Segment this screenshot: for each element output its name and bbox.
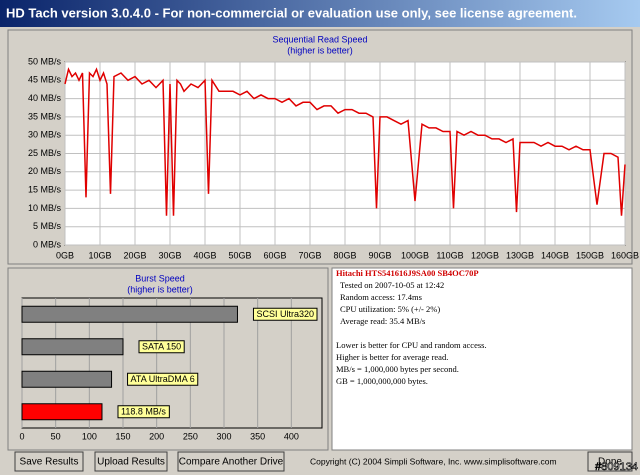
info-line: Tested on 2007-10-05 at 12:42: [340, 280, 444, 290]
x-tick-label: 30GB: [158, 250, 181, 260]
info-note: Higher is better for average read.: [336, 352, 448, 362]
bar-label-box: [117, 405, 170, 419]
y-tick-label: 25 MB/s: [28, 148, 62, 158]
button-frame[interactable]: [177, 451, 285, 472]
x-tick-label: 90GB: [368, 250, 391, 260]
x-tick-label: 120GB: [471, 250, 499, 260]
y-tick-label: 20 MB/s: [28, 166, 62, 176]
title-bar: [0, 0, 640, 27]
x-tick-label: 40GB: [193, 250, 216, 260]
bar-label-box: [127, 372, 199, 386]
x-tick-label: 150: [115, 431, 130, 441]
read-title: Sequential Read Speed: [272, 34, 367, 44]
bar-category-label: ATA UltraDMA 6: [131, 374, 195, 384]
info-line: Average read: 35.4 MB/s: [340, 316, 425, 326]
x-tick-label: 110GB: [436, 250, 463, 260]
info-line: Random access: 17.4ms: [340, 292, 422, 302]
x-tick-label: 0GB: [56, 250, 74, 260]
save-button[interactable]: Save Results: [14, 451, 84, 472]
info-note: MB/s = 1,000,000 bytes per second.: [336, 364, 459, 374]
y-tick-label: 10 MB/s: [28, 203, 62, 213]
x-tick-label: 250: [183, 431, 198, 441]
x-tick-label: 130GB: [506, 250, 534, 260]
x-tick-label: 20GB: [123, 250, 146, 260]
bar-label-box: [252, 307, 318, 321]
x-tick-label: 50GB: [228, 250, 251, 260]
x-tick-label: 100: [82, 431, 97, 441]
y-tick-label: 0 MB/s: [33, 239, 62, 249]
x-tick-label: 140GB: [541, 250, 569, 260]
info-panel: [331, 267, 633, 451]
x-tick-label: 80GB: [333, 250, 356, 260]
button-frame[interactable]: [94, 451, 168, 472]
button-frame[interactable]: [587, 451, 633, 472]
x-tick-label: 100GB: [401, 250, 429, 260]
compare-button[interactable]: Compare Another Drive: [177, 451, 285, 472]
info-line: CPU utilization: 5% (+/- 2%): [340, 304, 440, 314]
bar: [21, 305, 238, 323]
y-tick-label: 50 MB/s: [28, 56, 62, 66]
x-tick-label: 300: [216, 431, 231, 441]
button-label[interactable]: Save Results: [20, 457, 79, 468]
window-title: HD Tach version 3.0.4.0 - For non-commer…: [6, 5, 577, 20]
read-subtitle: (higher is better): [287, 45, 353, 55]
x-tick-label: 70GB: [298, 250, 321, 260]
x-tick-label: 350: [250, 431, 265, 441]
x-tick-label: 60GB: [263, 250, 286, 260]
bar: [21, 370, 113, 388]
x-tick-label: 400: [284, 431, 299, 441]
bar: [21, 403, 103, 421]
info-note: GB = 1,000,000,000 bytes.: [336, 376, 428, 386]
bar-category-label: SATA 150: [142, 342, 181, 352]
button-label[interactable]: Done: [598, 457, 622, 468]
x-tick-label: 200: [149, 431, 164, 441]
button-label[interactable]: Compare Another Drive: [179, 457, 284, 468]
read-line: [64, 67, 626, 216]
done-button[interactable]: Done: [587, 451, 633, 472]
y-tick-label: 45 MB/s: [28, 75, 62, 85]
y-tick-label: 30 MB/s: [28, 130, 62, 140]
copyright: Copyright (C) 2004 Simpli Software, Inc.…: [310, 456, 557, 466]
button-frame[interactable]: [14, 451, 84, 472]
x-tick-label: 50: [51, 431, 61, 441]
info-note: Lower is better for CPU and random acces…: [336, 340, 487, 350]
x-tick-label: 10GB: [88, 250, 111, 260]
y-tick-label: 40 MB/s: [28, 93, 62, 103]
bar-label-box: [138, 340, 185, 354]
watermark: #809134: [595, 461, 638, 473]
button-label[interactable]: Upload Results: [97, 457, 165, 468]
burst-title: Burst Speed: [135, 273, 185, 283]
y-tick-label: 15 MB/s: [28, 184, 62, 194]
x-tick-label: 160GB: [611, 250, 639, 260]
y-tick-label: 35 MB/s: [28, 111, 62, 121]
bar-category-label: SCSI Ultra320: [256, 309, 314, 319]
y-tick-label: 5 MB/s: [33, 221, 62, 231]
bar-value-label: 118.8 MB/s: [121, 407, 166, 417]
x-tick-label: 0: [19, 431, 24, 441]
bar: [21, 338, 124, 356]
burst-subtitle: (higher is better): [127, 284, 193, 294]
drive-model: Hitachi HTS541616J9SA00 SB4OC70P: [336, 268, 479, 278]
x-tick-label: 150GB: [576, 250, 604, 260]
upload-button[interactable]: Upload Results: [94, 451, 168, 472]
